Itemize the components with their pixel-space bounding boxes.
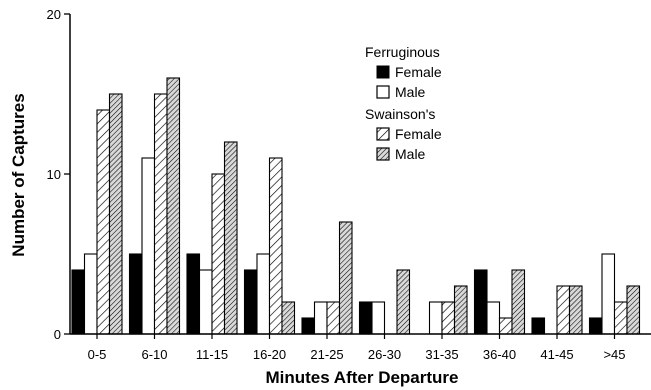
bar-swainsons-male-7 <box>511 269 526 335</box>
bar-swainsons-female-9 <box>613 301 628 335</box>
bar-swainsons-male-2 <box>223 141 238 335</box>
bar-swainsons-female-4 <box>326 301 341 335</box>
bars-layer <box>71 77 641 335</box>
legend-label-ferruginous-male: Male <box>395 84 426 100</box>
bar-ferruginous-male-0 <box>83 253 98 335</box>
bar-ferruginous-male-5 <box>371 301 386 335</box>
bar-ferruginous-male-1 <box>141 157 156 335</box>
legend-swatch-swainsons-female <box>376 127 390 141</box>
bar-ferruginous-male-7 <box>486 301 501 335</box>
y-tick-label-10: 10 <box>47 167 61 182</box>
x-tick-label-9: >45 <box>603 347 625 362</box>
bar-swainsons-female-6 <box>441 301 456 335</box>
x-tick-label-7: 36-40 <box>483 347 516 362</box>
bar-ferruginous-male-6 <box>428 301 443 335</box>
bar-ferruginous-female-4 <box>301 317 316 335</box>
bar-swainsons-male-1 <box>166 77 181 335</box>
bar-swainsons-male-9 <box>626 285 641 335</box>
x-tick-label-4: 21-25 <box>310 347 343 362</box>
x-tick-label-2: 11-15 <box>196 347 228 362</box>
bar-ferruginous-male-3 <box>256 253 271 335</box>
bar-ferruginous-female-8 <box>531 317 546 335</box>
x-tick-label-3: 16-20 <box>253 347 286 362</box>
y-axis-title: Number of Captures <box>9 93 28 256</box>
bar-ferruginous-female-1 <box>128 253 143 335</box>
legend-group-ferruginous: Ferruginous <box>365 44 440 60</box>
bar-swainsons-male-3 <box>281 301 296 335</box>
bar-swainsons-male-6 <box>453 285 468 335</box>
bar-ferruginous-female-2 <box>186 253 201 335</box>
y-tick-label-0: 0 <box>54 327 61 342</box>
bar-ferruginous-female-5 <box>358 301 373 335</box>
bar-swainsons-male-0 <box>108 93 123 335</box>
axes-layer <box>64 13 651 339</box>
bar-ferruginous-female-7 <box>473 269 488 335</box>
x-tick-label-1: 6-10 <box>141 347 167 362</box>
legend-group-swainsons: Swainson's <box>365 106 435 122</box>
bar-ferruginous-male-2 <box>198 269 213 335</box>
bar-ferruginous-female-9 <box>588 317 603 335</box>
bar-swainsons-female-0 <box>96 109 111 335</box>
x-axis-title: Minutes After Departure <box>265 368 458 387</box>
bar-swainsons-female-7 <box>498 317 513 335</box>
bar-swainsons-male-5 <box>396 269 411 335</box>
legend-swatch-ferruginous-male <box>376 85 390 99</box>
y-tick-labels: 0 10 20 <box>47 7 61 342</box>
bar-ferruginous-female-0 <box>71 269 86 335</box>
bar-swainsons-female-2 <box>211 173 226 335</box>
legend-swatch-ferruginous-female <box>376 65 390 79</box>
x-tick-label-8: 41-45 <box>540 347 573 362</box>
y-tick-label-20: 20 <box>47 7 61 22</box>
legend-label-ferruginous-female: Female <box>395 64 442 80</box>
bar-ferruginous-male-4 <box>313 301 328 335</box>
x-tick-label-5: 26-30 <box>368 347 401 362</box>
bar-swainsons-male-8 <box>568 285 583 335</box>
legend-swatch-swainsons-male <box>376 147 390 161</box>
x-tick-label-0: 0-5 <box>88 347 107 362</box>
bar-ferruginous-female-3 <box>243 269 258 335</box>
bar-swainsons-female-1 <box>153 93 168 335</box>
legend: Ferruginous Female Male Swainson's Femal… <box>365 44 442 162</box>
bar-swainsons-female-8 <box>556 285 571 335</box>
legend-label-swainsons-female: Female <box>395 126 442 142</box>
legend-label-swainsons-male: Male <box>395 146 426 162</box>
x-tick-label-6: 31-35 <box>425 347 458 362</box>
bar-ferruginous-male-9 <box>601 253 616 335</box>
bar-swainsons-male-4 <box>338 221 353 335</box>
x-tick-labels: 0-5 6-10 11-15 16-20 21-25 26-30 31-35 36-40 41-… <box>88 347 626 362</box>
bar-swainsons-female-3 <box>268 157 283 335</box>
